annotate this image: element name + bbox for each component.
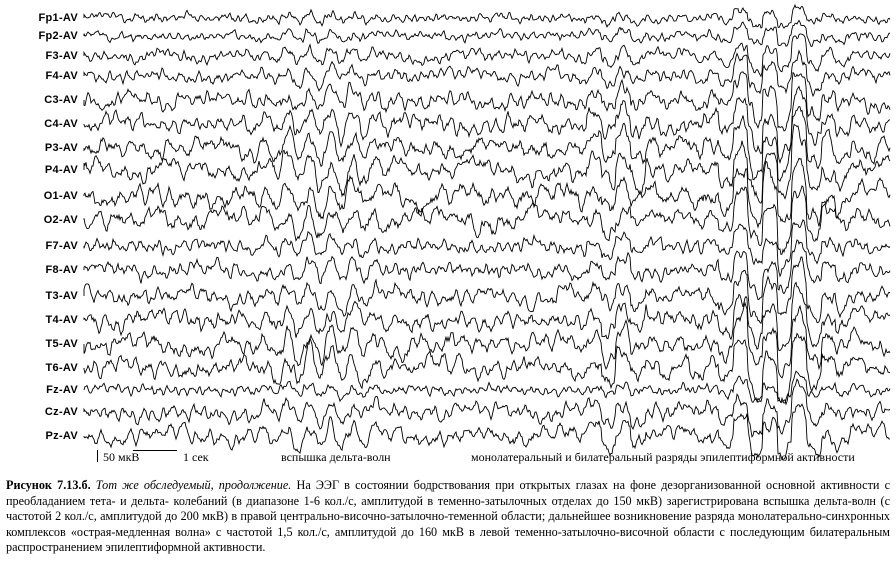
figure-number: Рисунок 7.13.б.: [6, 478, 91, 492]
annotation-delta-burst: вспышка дельта-волн: [281, 450, 391, 465]
channel-label: F8-AV: [6, 264, 78, 276]
channel-label: C3-AV: [6, 94, 78, 106]
figure-caption: Рисунок 7.13.б. Тот же обследуемый, прод…: [6, 478, 890, 556]
amp-scale-bar: [97, 450, 98, 462]
channel-label: T3-AV: [6, 290, 78, 302]
channel-label: T4-AV: [6, 314, 78, 326]
channel-label: F4-AV: [6, 70, 78, 82]
eeg-traces: [84, 8, 890, 464]
channel-label: O1-AV: [6, 190, 78, 202]
channel-label: C4-AV: [6, 118, 78, 130]
scale-annotations: 50 мкВ 1 сек вспышка дельта-волн монолат…: [91, 450, 891, 468]
channel-label: P4-AV: [6, 164, 78, 176]
channel-label: O2-AV: [6, 214, 78, 226]
channel-label: Fp2-AV: [6, 30, 78, 42]
caption-lead: Тот же обследуемый, продолжение.: [96, 478, 292, 492]
time-scale-bar: [133, 450, 177, 451]
annotation-epileptiform: монолатеральный и билатеральный разряды …: [471, 450, 855, 465]
channel-label: T6-AV: [6, 362, 78, 374]
eeg-plot: Fp1-AV Fp2-AV F3-AV F4-AV C3-AV C4-AV P3-AV P4-…: [6, 8, 890, 464]
channel-label: F7-AV: [6, 240, 78, 252]
channel-label: Fp1-AV: [6, 12, 78, 24]
channel-label: T5-AV: [6, 338, 78, 350]
channel-label: Fz-AV: [6, 384, 78, 396]
channel-label: P3-AV: [6, 142, 78, 154]
time-scale-label: 1 сек: [183, 450, 209, 465]
channel-label: Cz-AV: [6, 406, 78, 418]
channel-label: Pz-AV: [6, 430, 78, 442]
amp-scale-label: 50 мкВ: [103, 450, 139, 465]
channel-label: F3-AV: [6, 50, 78, 62]
channel-labels: Fp1-AV Fp2-AV F3-AV F4-AV C3-AV C4-AV P3-AV P4-…: [6, 8, 86, 464]
